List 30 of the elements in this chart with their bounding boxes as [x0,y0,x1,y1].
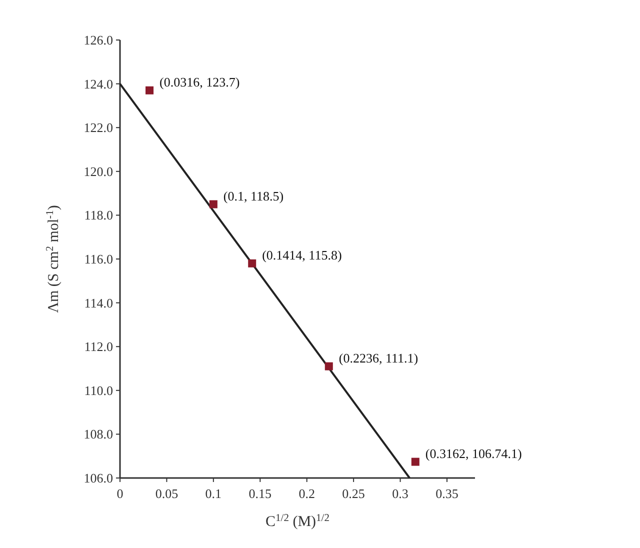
y-tick-label: 112.0 [84,339,113,354]
data-label: (0.1, 118.5) [223,188,284,204]
x-tick-label: 0.05 [155,486,178,501]
x-tick-label: 0.3 [392,486,408,501]
x-tick-label: 0.35 [436,486,458,501]
data-label: (0.1414, 115.8) [262,247,342,262]
point [411,458,420,466]
point [209,200,218,208]
x-tick-label: 0 [116,486,124,501]
data-label: (0.2236, 111.1) [338,350,418,366]
y-tick-label: 108.0 [84,426,113,442]
y-tick-label: 126.0 [84,32,113,48]
y-tick-label: 124.0 [84,76,113,92]
y-tick-label: 116.0 [84,252,113,266]
point [146,86,154,94]
data-label: (0.3162, 106.74.1) [425,446,522,461]
point [248,259,256,268]
y-tick-label: 118.0 [84,208,113,223]
y-tick-label: 114.0 [84,295,113,310]
point [324,362,333,370]
x-tick-label: 0.1 [205,486,222,501]
x-tick-label: 0.2 [298,486,315,501]
y-tick-label: 120.0 [84,164,113,179]
y-tick-label: 110.0 [84,382,113,398]
y-tick-label: 122.0 [84,120,113,136]
x-tick-label: 0.25 [342,486,365,501]
y-tick-label: 106.0 [84,470,113,486]
data-label: (0.0316, 123.7) [160,74,240,90]
x-tick-label: 0.15 [248,486,272,501]
x-axis-title: C$^{1/2}$ (M)$^{1/2}$ [266,512,330,530]
